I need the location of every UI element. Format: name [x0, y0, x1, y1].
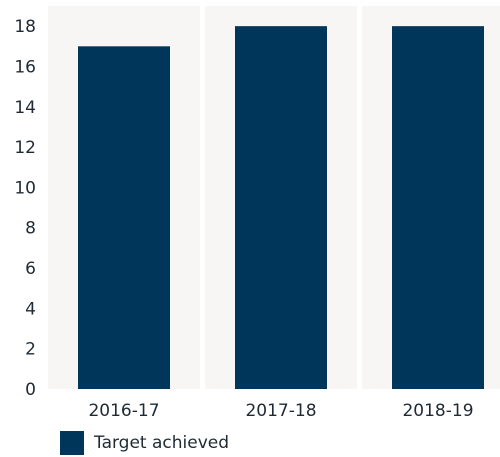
bars: [78, 26, 484, 389]
y-tick-label: 8: [25, 219, 36, 239]
x-axis: 2016-17 2017-18 2018-19: [88, 401, 473, 421]
bar: [392, 26, 484, 389]
legend-swatch: [60, 431, 84, 455]
bar-chart: 0 2 4 6 8 10 12 14 16 18 2016-17 2017-18 2018-19: [14, 6, 500, 421]
x-tick-label: 2016-17: [88, 401, 159, 421]
bar: [235, 26, 327, 389]
x-tick-label: 2018-19: [402, 401, 473, 421]
y-tick-label: 12: [14, 138, 36, 158]
x-tick-label: 2017-18: [245, 401, 316, 421]
y-tick-label: 0: [25, 380, 36, 400]
y-tick-label: 4: [25, 299, 36, 319]
y-tick-label: 6: [25, 259, 36, 279]
y-tick-label: 10: [14, 178, 36, 198]
y-tick-label: 14: [14, 98, 36, 118]
legend-label: Target achieved: [94, 433, 230, 453]
y-axis: 0 2 4 6 8 10 12 14 16 18: [14, 17, 36, 400]
bar: [78, 46, 170, 389]
y-tick-label: 2: [25, 340, 36, 360]
y-tick-label: 16: [14, 57, 36, 77]
y-tick-label: 18: [14, 17, 36, 37]
legend: Target achieved: [60, 431, 229, 455]
